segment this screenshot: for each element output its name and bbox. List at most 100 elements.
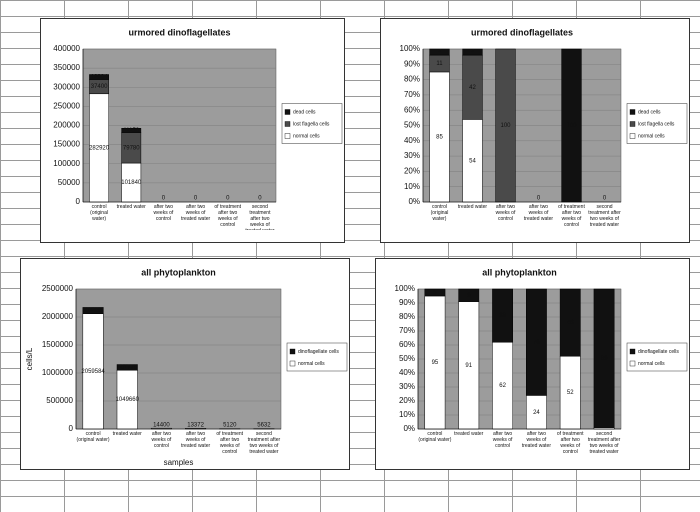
- x-tick-label-box: after two weeks of treated water: [181, 431, 210, 449]
- x-tick-label-box: after two weeks of control: [154, 204, 174, 222]
- x-tick-label-box: after two weeks of control: [151, 431, 172, 449]
- bar-segment: [82, 307, 104, 314]
- legend-swatch: [284, 133, 291, 139]
- data-label: 100: [566, 123, 577, 129]
- data-label: 1049660: [116, 397, 140, 403]
- chart-title: all phytoplankton: [482, 267, 557, 277]
- y-tick-label: 200000: [53, 121, 80, 130]
- y-tick-label: 30%: [404, 151, 420, 160]
- legend-swatch: [289, 348, 296, 355]
- x-tick-label-box: second treatment after two weeks of trea…: [588, 204, 621, 228]
- legend-box: [626, 342, 688, 372]
- bar-segment: [462, 48, 483, 56]
- x-tick-label-box: after two weeks of treated water: [180, 204, 211, 222]
- plot-area: [75, 288, 282, 430]
- data-label: 48: [567, 320, 574, 326]
- x-tick-label: second treatment after two weeks of trea…: [587, 431, 621, 455]
- data-label: 76: [533, 340, 540, 346]
- x-tick-label-box: control (original water): [90, 204, 108, 222]
- data-label: 99: [601, 356, 608, 362]
- legend-label: lost flagella cells: [638, 121, 675, 127]
- y-tick-label: 100%: [400, 44, 420, 53]
- chart: all phytoplankton 0 500000 1000000 1500000 20…: [20, 258, 350, 470]
- x-tick-label-box: control (original water): [76, 431, 110, 443]
- y-tick-label: 250000: [53, 101, 80, 110]
- legend-swatch: [289, 360, 296, 367]
- bar-segment: [559, 288, 581, 357]
- y-tick-label: 30%: [399, 382, 415, 391]
- y-tick-label: 70%: [404, 90, 420, 99]
- x-tick-label: after two weeks of treated water: [180, 204, 211, 222]
- x-tick-label: after two weeks of control: [151, 431, 172, 449]
- legend-box: [281, 103, 343, 144]
- x-tick-label: of treatment after two weeks of control: [214, 204, 242, 228]
- bar-segment: [492, 288, 513, 343]
- x-tick-label: after two weeks of treated water: [521, 431, 551, 449]
- x-tick-label: control (original water): [90, 204, 108, 222]
- y-tick-label: 100%: [395, 284, 415, 293]
- bar-segment: [429, 48, 450, 56]
- legend-label: normal cells: [638, 133, 665, 139]
- y-tick-label: 300000: [53, 82, 80, 91]
- data-label: 4: [471, 50, 475, 56]
- x-tick-label-box: of treatment after two weeks of control: [557, 431, 584, 455]
- y-tick-label: 400000: [53, 44, 80, 53]
- x-tick-label-box: of treatment after two weeks of control: [216, 431, 244, 455]
- y-tick-label: 100000: [53, 159, 80, 168]
- data-label: 5632: [257, 423, 271, 429]
- x-axis-label: samples: [164, 458, 194, 467]
- y-tick-label: 1500000: [42, 340, 74, 349]
- data-label: 100: [500, 123, 511, 129]
- x-tick-label-box: after two weeks of treated water: [524, 204, 553, 222]
- x-tick-label: of treatment after two weeks of control: [216, 431, 244, 455]
- chart-title: all phytoplankton: [141, 267, 216, 277]
- y-tick-label: 0%: [403, 424, 415, 433]
- x-tick-label-box: after two weeks of control: [495, 204, 516, 222]
- x-tick-label-box: treated water: [113, 431, 142, 437]
- data-label: 111436: [84, 308, 104, 314]
- x-tick-label: control (original water): [76, 431, 110, 443]
- data-label: 101770: [117, 365, 138, 371]
- y-tick-label: 10%: [399, 410, 415, 419]
- data-label: 79780: [123, 145, 140, 151]
- legend-label: dinoflagellate cells: [298, 349, 339, 355]
- data-label: 13372: [187, 423, 204, 429]
- legend-label: dead cells: [638, 109, 661, 115]
- legend-swatch: [629, 360, 636, 367]
- bar-segment: [116, 364, 138, 371]
- x-tick-label: after two weeks of control: [495, 204, 516, 222]
- data-label: 4: [438, 50, 442, 56]
- bar-segment: [593, 288, 615, 428]
- legend-swatch: [284, 121, 291, 127]
- y-tick-label: 50%: [399, 354, 415, 363]
- x-tick-label-box: of treatment after two weeks of control: [214, 204, 242, 228]
- bar-segment: [526, 288, 547, 396]
- data-label: 101840: [121, 180, 142, 186]
- x-tick-label: of treatment after two weeks of control: [558, 204, 585, 228]
- y-tick-label: 90%: [404, 59, 420, 68]
- y-tick-label: 2000000: [42, 312, 74, 321]
- chart: urmored dinoflagellates 0 50000 100000 15000…: [40, 18, 345, 243]
- x-tick-label-box: treated water: [458, 204, 487, 210]
- y-tick-label: 40%: [404, 136, 420, 145]
- data-label: 11: [436, 61, 443, 67]
- x-tick-label: control (original water): [418, 431, 452, 443]
- y-tick-label: 80%: [404, 75, 420, 84]
- data-label: 38: [499, 313, 506, 319]
- y-tick-label: 20%: [404, 167, 420, 176]
- x-tick-label: treated water: [454, 431, 484, 437]
- bar-segment: [89, 74, 109, 80]
- legend-label: dinoflagellate cells: [638, 349, 679, 355]
- chart-title: urmored dinoflagellates: [128, 27, 230, 37]
- bar-segment: [458, 288, 480, 302]
- legend-swatch: [629, 121, 636, 127]
- legend-label: lost flagella cells: [293, 121, 330, 127]
- x-tick-label-box: of treatment after two weeks of control: [558, 204, 585, 228]
- legend-box: [626, 103, 688, 144]
- data-label: 24: [533, 410, 540, 416]
- data-label: 14400: [153, 423, 170, 429]
- data-label: 37400: [91, 84, 108, 90]
- x-tick-label: treated water: [116, 204, 146, 210]
- data-label: 282920: [89, 145, 110, 151]
